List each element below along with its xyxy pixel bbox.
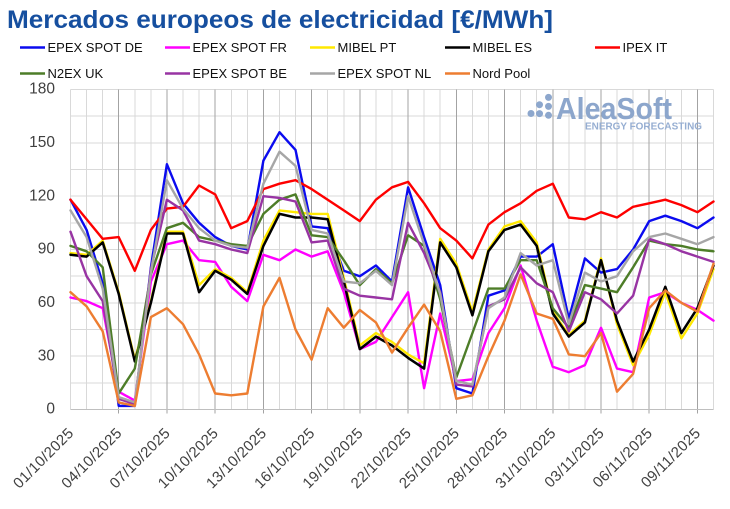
- svg-text:MIBEL PT: MIBEL PT: [338, 40, 397, 55]
- svg-text:0: 0: [46, 401, 55, 418]
- svg-text:IPEX IT: IPEX IT: [623, 40, 668, 55]
- svg-text:N2EX UK: N2EX UK: [48, 66, 104, 81]
- svg-text:EPEX SPOT BE: EPEX SPOT BE: [193, 66, 288, 81]
- svg-text:EPEX SPOT NL: EPEX SPOT NL: [338, 66, 432, 81]
- svg-text:Nord Pool: Nord Pool: [473, 66, 531, 81]
- svg-text:90: 90: [38, 241, 56, 258]
- svg-text:150: 150: [29, 134, 55, 151]
- svg-text:180: 180: [29, 81, 55, 98]
- svg-text:EPEX SPOT DE: EPEX SPOT DE: [48, 40, 143, 55]
- svg-text:ENERGY FORECASTING: ENERGY FORECASTING: [585, 122, 702, 133]
- svg-text:Mercados europeos de electrici: Mercados europeos de electricidad [€/MWh…: [7, 6, 553, 34]
- svg-text:AleaSoft: AleaSoft: [556, 91, 672, 126]
- svg-text:30: 30: [38, 347, 56, 364]
- svg-text:60: 60: [38, 294, 56, 311]
- svg-text:EPEX SPOT FR: EPEX SPOT FR: [193, 40, 287, 55]
- svg-text:120: 120: [29, 187, 55, 204]
- svg-text:MIBEL ES: MIBEL ES: [473, 40, 533, 55]
